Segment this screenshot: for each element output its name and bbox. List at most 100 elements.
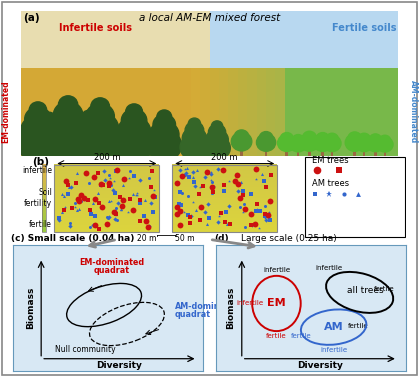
Bar xyxy=(54,216,159,218)
Bar xyxy=(42,186,46,189)
Text: (c) Small scale (0.04 ha): (c) Small scale (0.04 ha) xyxy=(10,233,134,242)
Bar xyxy=(65,142,72,156)
Bar xyxy=(42,196,46,199)
Bar xyxy=(42,205,46,207)
Bar xyxy=(162,145,167,156)
Circle shape xyxy=(208,124,226,140)
Bar xyxy=(297,152,299,156)
Text: (higher diversity)
AM-dominated: (higher diversity) AM-dominated xyxy=(409,74,419,149)
Bar xyxy=(42,215,46,218)
Text: infertile: infertile xyxy=(236,300,263,307)
Circle shape xyxy=(231,132,252,151)
Bar xyxy=(42,172,46,175)
Bar xyxy=(54,205,159,207)
Text: fertile: fertile xyxy=(266,333,287,339)
Bar xyxy=(228,67,238,156)
Circle shape xyxy=(182,127,207,150)
Bar xyxy=(172,171,277,173)
Bar xyxy=(265,151,267,156)
Circle shape xyxy=(153,114,176,135)
Bar xyxy=(285,151,288,156)
Circle shape xyxy=(323,135,341,152)
Circle shape xyxy=(280,133,293,144)
Bar xyxy=(42,191,46,194)
Bar xyxy=(42,164,46,167)
Bar xyxy=(54,209,159,211)
Bar xyxy=(172,198,277,200)
Bar xyxy=(363,151,365,156)
Text: fertile: fertile xyxy=(29,220,52,229)
Bar xyxy=(172,213,277,216)
Bar xyxy=(42,226,46,229)
Bar xyxy=(321,151,324,156)
Bar xyxy=(42,229,46,231)
Text: infertile: infertile xyxy=(263,267,290,273)
Circle shape xyxy=(157,110,172,124)
Bar xyxy=(172,196,277,198)
Bar xyxy=(172,216,277,218)
Circle shape xyxy=(39,116,59,135)
Bar xyxy=(192,147,197,156)
Bar xyxy=(172,193,277,196)
Circle shape xyxy=(290,136,307,152)
Bar xyxy=(172,165,277,231)
Text: EM-dominated: EM-dominated xyxy=(79,258,144,267)
Circle shape xyxy=(204,136,230,160)
Bar xyxy=(172,167,277,169)
Text: Biomass: Biomass xyxy=(226,287,235,329)
Circle shape xyxy=(369,134,382,145)
Bar xyxy=(172,164,277,167)
Bar xyxy=(47,144,52,155)
Bar xyxy=(42,221,46,224)
Bar xyxy=(266,67,276,156)
Text: AM trees: AM trees xyxy=(312,179,349,188)
Bar xyxy=(54,207,159,209)
Bar xyxy=(54,171,159,173)
Circle shape xyxy=(126,104,142,119)
Bar xyxy=(172,225,277,227)
Text: quadrat: quadrat xyxy=(175,310,211,319)
Bar xyxy=(215,148,219,156)
Bar xyxy=(210,11,398,68)
Bar xyxy=(172,202,277,205)
Circle shape xyxy=(206,129,228,150)
Text: EM trees: EM trees xyxy=(312,156,349,165)
Circle shape xyxy=(72,129,106,159)
Circle shape xyxy=(42,112,56,125)
Bar xyxy=(331,151,334,156)
Text: (d): (d) xyxy=(214,233,228,242)
Bar xyxy=(21,11,217,68)
Bar xyxy=(42,183,46,186)
Bar xyxy=(172,178,277,180)
Circle shape xyxy=(18,125,58,162)
Bar xyxy=(172,218,277,221)
Bar xyxy=(42,194,46,197)
Bar xyxy=(42,165,46,231)
Bar xyxy=(172,173,277,176)
Bar xyxy=(54,220,159,223)
Circle shape xyxy=(45,121,91,163)
Bar xyxy=(54,167,159,169)
Circle shape xyxy=(303,131,316,144)
Bar xyxy=(172,207,277,209)
Text: EM: EM xyxy=(267,299,286,308)
Circle shape xyxy=(277,135,296,152)
Text: Infertile soils: Infertile soils xyxy=(59,23,132,34)
Text: all trees: all trees xyxy=(347,287,383,295)
Bar xyxy=(54,218,159,221)
Circle shape xyxy=(358,133,370,145)
Bar xyxy=(172,184,277,187)
Bar xyxy=(353,151,356,156)
Circle shape xyxy=(82,110,96,123)
Circle shape xyxy=(36,123,63,147)
Text: infertile: infertile xyxy=(315,265,342,271)
Bar xyxy=(42,170,46,173)
Circle shape xyxy=(348,132,361,144)
Text: (more biomass)
EM-dominated: (more biomass) EM-dominated xyxy=(0,78,10,145)
Bar xyxy=(276,67,285,156)
Circle shape xyxy=(78,123,122,162)
Text: 50 m: 50 m xyxy=(175,234,195,243)
Bar xyxy=(97,143,103,156)
Bar xyxy=(172,205,277,207)
Text: AM-dominated: AM-dominated xyxy=(175,302,241,311)
